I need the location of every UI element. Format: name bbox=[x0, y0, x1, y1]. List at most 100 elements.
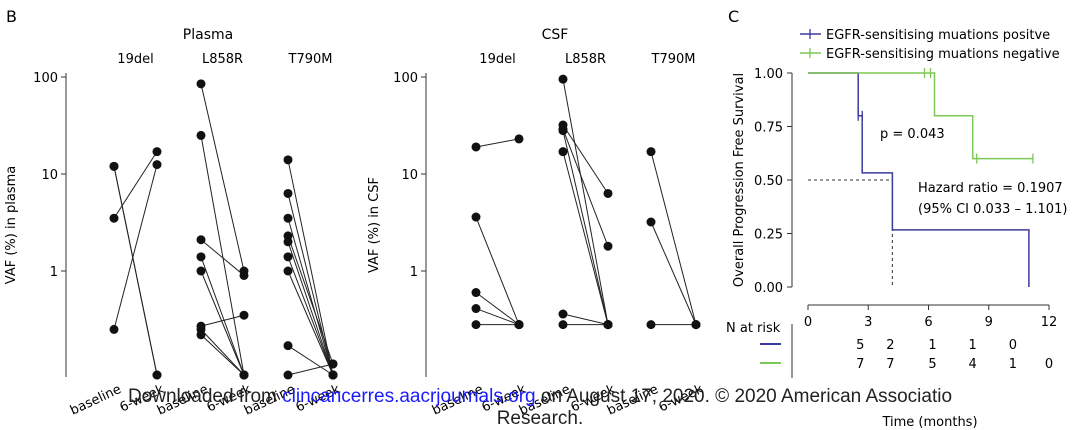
paired-line bbox=[200, 334, 245, 376]
paired-line bbox=[287, 345, 334, 376]
risk-count: 2 bbox=[886, 338, 894, 353]
footer-link[interactable]: clincancerres.aacrjournals.org bbox=[282, 386, 536, 407]
y-tick-label: 1.00 bbox=[754, 67, 783, 82]
legend-label-positive: EGFR-sensitising muations positve bbox=[826, 28, 1050, 43]
paired-line bbox=[113, 164, 158, 330]
download-footer: Downloaded from clincancerres.aacrjourna… bbox=[0, 386, 1080, 430]
baseline-point bbox=[283, 188, 293, 198]
survival-x-axis-label: Time (months) bbox=[881, 415, 977, 430]
paired-line bbox=[200, 256, 245, 376]
paired-line bbox=[475, 216, 520, 325]
paired-line bbox=[475, 138, 520, 148]
plasma-chart-title: Plasma bbox=[183, 27, 233, 43]
x-tick-label: 12 bbox=[1041, 315, 1058, 330]
hazard-ratio-annotation: Hazard ratio = 0.1907 bbox=[918, 181, 1063, 196]
paired-line bbox=[200, 83, 245, 272]
risk-count: 4 bbox=[969, 357, 977, 372]
group-label: L858R bbox=[565, 52, 606, 67]
y-tick-label: 1 bbox=[410, 265, 418, 280]
week-6-point bbox=[514, 134, 524, 144]
week-6-point bbox=[328, 370, 338, 380]
paired-line bbox=[287, 241, 334, 376]
paired-line bbox=[287, 193, 334, 376]
y-tick-label: 10 bbox=[401, 168, 418, 183]
csf-chart-title: CSF bbox=[542, 27, 569, 43]
paired-line bbox=[200, 270, 245, 376]
baseline-point bbox=[283, 341, 293, 351]
week-6-point bbox=[328, 359, 338, 369]
y-tick-label: 0.25 bbox=[754, 228, 783, 243]
paired-line bbox=[200, 314, 245, 327]
plasma-y-axis-label: VAF (%) in plasma bbox=[4, 166, 19, 284]
p-value-annotation: p = 0.043 bbox=[880, 127, 945, 142]
paired-line bbox=[113, 166, 158, 376]
risk-count: 0 bbox=[1045, 357, 1053, 372]
survival-curve bbox=[808, 72, 1030, 287]
week-6-point bbox=[152, 160, 162, 170]
x-tick-label: 6 bbox=[924, 315, 932, 330]
week-6-point bbox=[603, 320, 613, 330]
baseline-point bbox=[471, 288, 481, 298]
baseline-point bbox=[646, 217, 656, 227]
ci-annotation: (95% CI 0.033 – 1.101) bbox=[918, 202, 1067, 217]
paired-line bbox=[562, 128, 609, 247]
panel-b-label: B bbox=[6, 7, 17, 26]
baseline-point bbox=[196, 266, 206, 276]
survival-chart: Overall Progression Free Survival Time (… bbox=[726, 28, 1067, 430]
paired-line bbox=[287, 270, 334, 376]
group-label: 19del bbox=[479, 52, 515, 67]
y-tick-label: 100 bbox=[393, 71, 418, 86]
paired-line bbox=[562, 130, 609, 325]
legend-label-negative: EGFR-sensitising muations negative bbox=[826, 47, 1060, 62]
paired-line bbox=[287, 363, 334, 376]
panel-c-label: C bbox=[728, 7, 739, 26]
survival-legend: EGFR-sensitising muations positve EGFR-s… bbox=[826, 28, 1060, 62]
baseline-point bbox=[646, 320, 656, 330]
baseline-point bbox=[558, 320, 568, 330]
survival-curve bbox=[808, 72, 1033, 160]
risk-count: 5 bbox=[928, 357, 936, 372]
x-tick-label: 9 bbox=[985, 315, 993, 330]
baseline-point bbox=[196, 330, 206, 340]
paired-line bbox=[287, 218, 334, 376]
group-label: L858R bbox=[202, 52, 243, 67]
week-6-point bbox=[514, 320, 524, 330]
week-6-point bbox=[152, 370, 162, 380]
footer-prefix: Downloaded from bbox=[127, 386, 283, 407]
baseline-point bbox=[558, 126, 568, 136]
paired-line bbox=[562, 151, 609, 325]
y-tick-label: 0.00 bbox=[754, 281, 783, 296]
risk-count: 1 bbox=[928, 338, 936, 353]
y-tick-label: 1 bbox=[50, 265, 58, 280]
baseline-point bbox=[109, 324, 119, 334]
baseline-point bbox=[283, 370, 293, 380]
x-tick-label: 3 bbox=[864, 315, 872, 330]
baseline-point bbox=[283, 237, 293, 247]
group-label: T790M bbox=[651, 52, 696, 67]
y-tick-label: 0.75 bbox=[754, 121, 783, 136]
paired-line bbox=[562, 124, 609, 194]
survival-y-axis-label: Overall Progression Free Survival bbox=[732, 73, 747, 287]
baseline-point bbox=[196, 252, 206, 262]
baseline-point bbox=[558, 74, 568, 84]
risk-table-title: N at risk bbox=[726, 321, 781, 336]
baseline-point bbox=[283, 266, 293, 276]
footer-suffix: on August 17, 2020. © 2020 American Asso… bbox=[535, 386, 953, 407]
risk-count: 1 bbox=[1009, 357, 1017, 372]
paired-line bbox=[475, 292, 520, 326]
week-6-point bbox=[152, 147, 162, 157]
risk-count: 5 bbox=[856, 338, 864, 353]
week-6-point bbox=[239, 270, 249, 280]
baseline-point bbox=[471, 304, 481, 314]
paired-line bbox=[287, 235, 334, 365]
y-tick-label: 10 bbox=[41, 168, 58, 183]
baseline-point bbox=[471, 142, 481, 152]
baseline-point bbox=[283, 213, 293, 223]
paired-line bbox=[562, 313, 609, 326]
paired-line bbox=[650, 151, 697, 325]
paired-line bbox=[562, 79, 609, 325]
csf-y-axis-label: VAF (%) in CSF bbox=[367, 177, 382, 273]
week-6-point bbox=[603, 241, 613, 251]
paired-line bbox=[475, 308, 520, 326]
